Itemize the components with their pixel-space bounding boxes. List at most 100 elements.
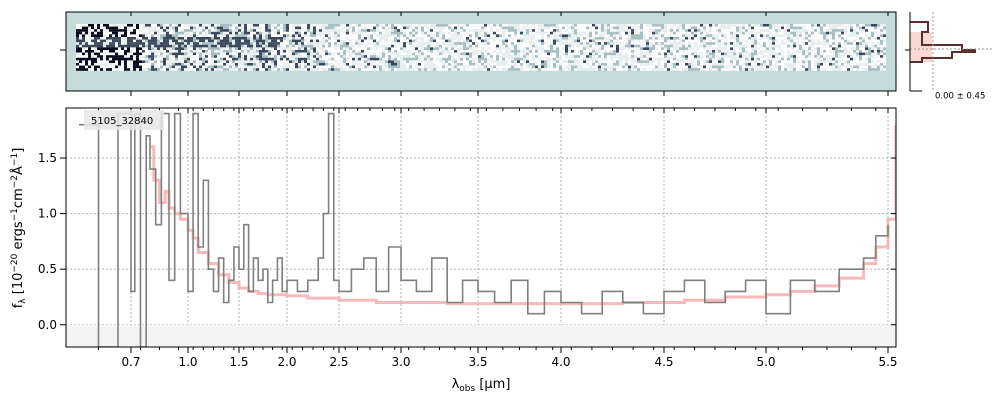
img-pixel [724, 55, 727, 58]
img-pixel [775, 44, 778, 48]
img-pixel [511, 50, 514, 53]
img-pixel [448, 31, 451, 35]
img-pixel [553, 68, 556, 71]
img-pixel [790, 24, 793, 27]
img-pixel [220, 26, 223, 30]
img-pixel [229, 60, 232, 63]
img-pixel [424, 60, 427, 63]
img-pixel [769, 44, 772, 48]
img-pixel [712, 63, 715, 66]
img-pixel [205, 65, 208, 69]
img-pixel [823, 65, 826, 69]
img-pixel [874, 24, 877, 27]
img-pixel [136, 57, 139, 61]
img-pixel [334, 50, 337, 53]
img-pixel [658, 68, 661, 71]
img-pixel [163, 37, 166, 40]
img-pixel [730, 65, 733, 69]
img-pixel [655, 44, 658, 48]
img-pixel [724, 44, 727, 48]
img-pixel [127, 44, 130, 48]
img-pixel [490, 55, 493, 58]
img-pixel [382, 31, 385, 35]
img-pixel [145, 57, 148, 61]
img-pixel [820, 37, 823, 40]
img-pixel [481, 26, 484, 30]
img-pixel [613, 65, 616, 69]
img-pixel [193, 50, 196, 53]
img-pixel [541, 29, 544, 32]
img-pixel [136, 50, 139, 53]
img-pixel [808, 63, 811, 66]
img-pixel [514, 24, 517, 27]
img-pixel [262, 34, 265, 37]
img-pixel [613, 63, 616, 66]
img-pixel [667, 24, 670, 27]
img-pixel [772, 68, 775, 71]
img-pixel [295, 47, 298, 50]
img-pixel [457, 37, 460, 40]
img-pixel [664, 31, 667, 35]
img-pixel [817, 42, 820, 45]
img-pixel [187, 55, 190, 58]
img-pixel [607, 63, 610, 66]
img-pixel [322, 24, 325, 27]
img-pixel [277, 52, 280, 56]
img-pixel [703, 42, 706, 45]
img-pixel [373, 55, 376, 58]
img-pixel [115, 47, 118, 50]
img-pixel [136, 26, 139, 30]
img-pixel [97, 57, 100, 61]
img-pixel [190, 34, 193, 37]
img-pixel [205, 50, 208, 53]
img-pixel [436, 29, 439, 32]
img-pixel [406, 26, 409, 30]
img-pixel [85, 26, 88, 30]
img-pixel [610, 68, 613, 71]
img-pixel [379, 29, 382, 32]
img-pixel [256, 60, 259, 63]
img-pixel [106, 26, 109, 30]
img-pixel [409, 29, 412, 32]
img-pixel [739, 26, 742, 30]
img-pixel [637, 42, 640, 45]
img-pixel [463, 39, 466, 43]
img-pixel [475, 68, 478, 71]
img-pixel [130, 68, 133, 71]
img-pixel [313, 44, 316, 48]
img-pixel [841, 47, 844, 50]
img-pixel [859, 26, 862, 30]
img-pixel [703, 34, 706, 37]
img-pixel [802, 44, 805, 48]
img-pixel [391, 65, 394, 69]
img-pixel [97, 55, 100, 58]
img-pixel [265, 42, 268, 45]
img-pixel [712, 52, 715, 56]
img-pixel [643, 34, 646, 37]
img-pixel [772, 26, 775, 30]
img-pixel [139, 57, 142, 61]
img-pixel [181, 60, 184, 63]
img-pixel [118, 37, 121, 40]
img-pixel [274, 55, 277, 58]
img-pixel [790, 63, 793, 66]
img-pixel [592, 50, 595, 53]
img-pixel [382, 29, 385, 32]
img-pixel [436, 39, 439, 43]
img-pixel [334, 42, 337, 45]
img-pixel [604, 47, 607, 50]
img-pixel [670, 29, 673, 32]
img-pixel [601, 44, 604, 48]
img-pixel [181, 52, 184, 56]
img-pixel [337, 31, 340, 35]
img-pixel [745, 57, 748, 61]
img-pixel [118, 52, 121, 56]
img-pixel [349, 55, 352, 58]
img-pixel [310, 37, 313, 40]
img-pixel [832, 55, 835, 58]
img-pixel [598, 42, 601, 45]
img-pixel [367, 29, 370, 32]
img-pixel [277, 44, 280, 48]
img-pixel [529, 52, 532, 56]
img-pixel [121, 37, 124, 40]
